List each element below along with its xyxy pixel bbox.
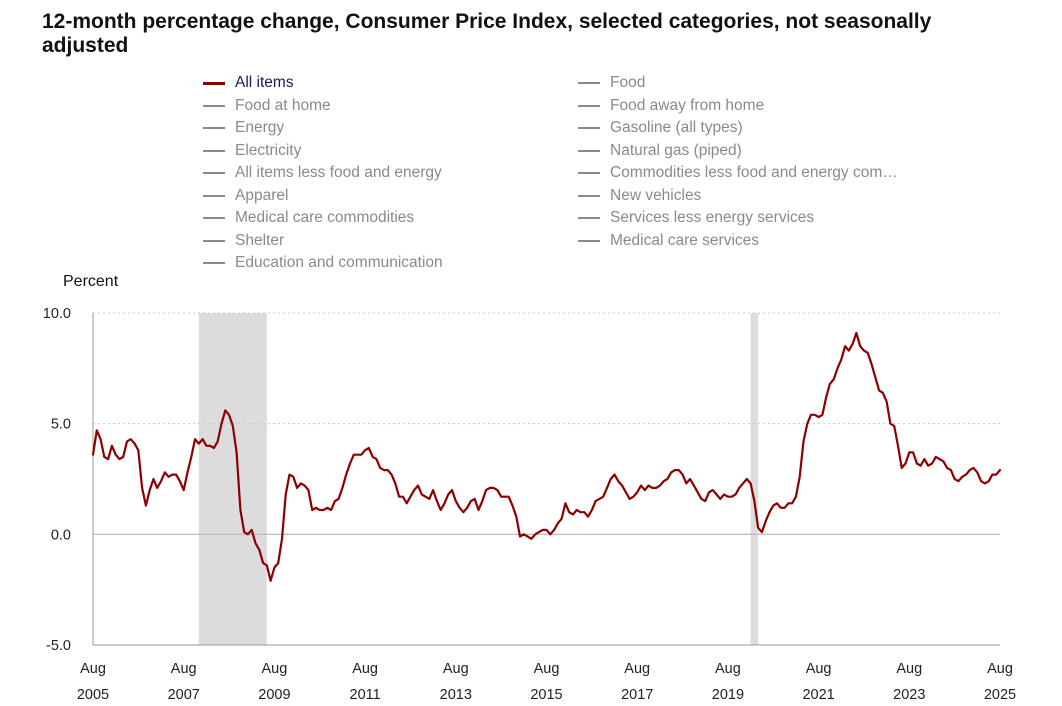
legend-item-apparel[interactable]: Apparel [203, 185, 288, 207]
y-tick-label: 0.0 [51, 527, 71, 543]
legend-label: Food [610, 74, 646, 91]
legend-item-new-vehicles[interactable]: New vehicles [578, 185, 701, 207]
x-tick-month: Aug [352, 661, 378, 677]
x-tick-month: Aug [806, 661, 832, 677]
x-tick-month: Aug [987, 661, 1013, 677]
legend-label: Food away from home [610, 96, 765, 114]
legend-item-food-at-home[interactable]: Food at home [203, 95, 331, 117]
x-tick-year: 2009 [258, 687, 290, 703]
legend-swatch [578, 194, 600, 197]
legend-item-energy[interactable]: Energy [203, 117, 284, 139]
legend-item-shelter[interactable]: Shelter [203, 230, 284, 252]
x-tick-month: Aug [715, 661, 741, 677]
legend-item-medical-care-services[interactable]: Medical care services [578, 230, 759, 252]
series-line-all-items [91, 331, 1002, 582]
legend: All items Food at home Energy Electricity Al… [203, 72, 1023, 272]
legend-label: Medical care services [610, 231, 760, 249]
x-tick-month: Aug [261, 661, 287, 677]
legend-swatch [203, 217, 225, 219]
legend-label: Energy [235, 119, 285, 136]
legend-label: Medical care commodities [235, 209, 415, 226]
legend-swatch [203, 149, 225, 152]
legend-label: All items less food and energy [235, 164, 442, 181]
x-tick-year: 2021 [802, 687, 834, 703]
legend-item-electricity[interactable]: Electricity [203, 140, 301, 162]
x-tick-year: 2019 [712, 687, 744, 703]
legend-label: Natural gas (piped) [610, 141, 742, 159]
x-tick-year: 2013 [440, 687, 472, 703]
x-tick-month: Aug [624, 661, 650, 677]
legend-swatch [578, 127, 600, 129]
recession-band-0 [198, 313, 267, 645]
legend-item-natural-gas-piped[interactable]: Natural gas (piped) [578, 140, 742, 162]
x-tick-month: Aug [171, 661, 197, 677]
x-tick-month: Aug [534, 661, 560, 677]
legend-item-all-items-less-food-and-energy[interactable]: All items less food and energy [203, 162, 442, 184]
x-tick-year: 2007 [168, 687, 200, 703]
legend-swatch [578, 82, 600, 84]
legend-label: Services less energy services [610, 209, 815, 226]
x-tick-month: Aug [80, 661, 106, 677]
legend-swatch [578, 149, 600, 152]
legend-swatch [203, 262, 225, 264]
legend-label: Shelter [235, 231, 285, 249]
x-tick-year: 2017 [621, 687, 653, 703]
y-tick-label: -5.0 [46, 638, 71, 654]
legend-item-commodities-less-food-and-energy-com[interactable]: Commodities less food and energy com… [578, 162, 898, 184]
legend-swatch [578, 104, 600, 107]
x-tick-year: 2005 [77, 687, 109, 703]
legend-label: Commodities less food and energy com… [610, 164, 898, 181]
legend-swatch [578, 239, 600, 242]
legend-item-food[interactable]: Food [578, 72, 645, 94]
y-tick-label: 5.0 [51, 417, 71, 433]
x-tick-month: Aug [443, 661, 469, 677]
legend-label: Education and communication [235, 254, 443, 271]
legend-swatch [203, 104, 225, 107]
x-tick-month: Aug [896, 661, 922, 677]
legend-item-food-away-from-home[interactable]: Food away from home [578, 95, 764, 117]
legend-label: Gasoline (all types) [610, 119, 743, 136]
legend-swatch [203, 81, 225, 85]
legend-item-gasoline-all-types[interactable]: Gasoline (all types) [578, 117, 743, 139]
x-tick-year: 2011 [350, 687, 381, 703]
y-axis-label: Percent [63, 273, 119, 290]
legend-swatch [203, 172, 225, 174]
x-tick-year: 2015 [530, 687, 562, 703]
y-tick-label: 10.0 [43, 306, 71, 322]
legend-label: Apparel [235, 186, 289, 204]
legend-swatch [578, 172, 600, 174]
legend-item-medical-care-commodities[interactable]: Medical care commodities [203, 207, 414, 229]
legend-label: Food at home [235, 96, 331, 114]
x-tick-year: 2025 [984, 687, 1016, 703]
legend-item-education-and-communication[interactable]: Education and communication [203, 252, 443, 274]
legend-swatch [203, 127, 225, 129]
legend-swatch [578, 217, 600, 219]
legend-label: All items [235, 74, 294, 91]
legend-swatch [203, 194, 225, 197]
legend-label: Electricity [235, 141, 302, 159]
legend-swatch [203, 239, 225, 242]
legend-item-services-less-energy-services[interactable]: Services less energy services [578, 207, 814, 229]
legend-label: New vehicles [610, 186, 702, 204]
legend-item-all-items[interactable]: All items [203, 72, 294, 94]
recession-band-1 [750, 313, 759, 645]
x-tick-year: 2023 [893, 687, 925, 703]
chart-title: 12-month percentage change, Consumer Pri… [42, 10, 932, 57]
